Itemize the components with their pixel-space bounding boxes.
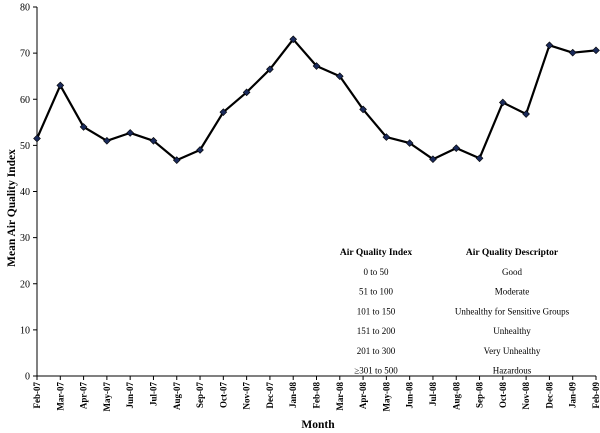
data-point <box>56 81 65 90</box>
x-tick-label: Feb-08 <box>312 382 322 409</box>
x-tick-label: Oct-07 <box>218 382 228 408</box>
x-tick-label: Aug-08 <box>451 382 461 411</box>
data-point <box>359 105 367 114</box>
table-cell-descriptor: Unhealthy for Sensitive Groups <box>455 306 570 316</box>
x-tick-label: Jun-07 <box>125 382 135 409</box>
x-tick-label: Dec-08 <box>544 382 554 409</box>
data-point <box>335 72 344 81</box>
x-tick-label: Nov-08 <box>521 382 531 410</box>
data-point <box>429 155 437 164</box>
table-cell-descriptor: Moderate <box>495 287 529 297</box>
data-point <box>545 41 554 50</box>
x-tick-label: Mar-07 <box>55 382 65 411</box>
x-tick-label: Apr-08 <box>358 382 368 410</box>
table-cell-index: 0 to 50 <box>363 267 389 277</box>
data-point <box>475 154 484 163</box>
table-cell-descriptor: Very Unhealthy <box>484 346 541 356</box>
data-point <box>172 156 181 164</box>
table-cell-index: 51 to 100 <box>359 287 394 297</box>
x-tick-label: Feb-07 <box>32 382 42 409</box>
y-tick-label: 20 <box>20 279 30 290</box>
table-header-descriptor: Air Quality Descriptor <box>466 248 559 258</box>
x-tick-label: Jul-07 <box>148 382 158 407</box>
data-point <box>312 62 321 70</box>
x-axis-ticks: Feb-07 Mar-07 Apr-07 May-07 Jun-07 Jul-07 Aug-… <box>32 376 600 412</box>
x-tick-label: May-08 <box>381 382 391 412</box>
y-axis-ticks: 0 10 20 30 40 50 60 70 80 <box>20 3 37 383</box>
table-cell-index: 151 to 200 <box>357 326 396 336</box>
y-tick-label: 60 <box>20 95 30 106</box>
table-cell-descriptor: Hazardous <box>493 366 532 376</box>
x-tick-label: Sep-07 <box>195 382 205 409</box>
y-tick-label: 30 <box>20 233 30 244</box>
x-tick-label: May-07 <box>102 382 112 412</box>
table-cell-descriptor: Good <box>502 267 522 277</box>
y-tick-label: 10 <box>20 325 30 336</box>
data-point <box>289 35 298 44</box>
table-cell-index: ≥301 to 500 <box>354 366 398 376</box>
x-tick-label: Aug-07 <box>172 382 182 411</box>
x-tick-label: Jan-09 <box>568 382 578 409</box>
x-tick-label: Jun-08 <box>405 382 415 409</box>
y-tick-label: 70 <box>20 49 30 60</box>
y-tick-label: 0 <box>25 372 30 383</box>
data-point <box>266 65 274 74</box>
x-tick-label: Oct-08 <box>498 382 508 408</box>
data-point <box>242 88 251 97</box>
aqi-table: Air Quality Index Air Quality Descriptor 0… <box>340 248 570 376</box>
data-point <box>405 139 414 147</box>
table-cell-index: 101 to 150 <box>357 306 396 316</box>
x-tick-label: Mar-08 <box>335 382 345 411</box>
data-point <box>568 48 577 57</box>
data-point <box>196 146 204 154</box>
markers <box>33 35 600 164</box>
table-cell-index: 201 to 300 <box>357 346 396 356</box>
x-tick-label: Jul-08 <box>428 382 438 407</box>
x-tick-label: Sep-08 <box>475 382 485 409</box>
y-tick-label: 80 <box>20 3 30 14</box>
data-point <box>149 136 158 145</box>
data-point <box>522 110 530 118</box>
x-tick-label: Dec-07 <box>265 382 275 409</box>
data-point <box>382 133 391 141</box>
data-point <box>33 134 41 143</box>
x-tick-label: Apr-07 <box>79 382 89 410</box>
data-point <box>592 46 600 55</box>
y-axis-title: Mean Air Quality Index <box>6 149 18 267</box>
table-header-index: Air Quality Index <box>340 248 412 258</box>
series-line <box>35 38 597 162</box>
data-point <box>452 144 461 152</box>
data-point <box>103 136 111 145</box>
y-tick-label: 40 <box>20 187 30 198</box>
x-tick-label: Nov-07 <box>242 382 252 410</box>
data-point <box>499 98 507 107</box>
series <box>35 38 597 162</box>
data-point <box>126 129 134 137</box>
x-tick-label: Feb-09 <box>591 382 600 409</box>
data-point <box>219 108 228 116</box>
data-point <box>79 123 88 131</box>
x-axis-title: Month <box>301 419 335 431</box>
x-tick-label: Jan-08 <box>288 382 298 409</box>
table-cell-descriptor: Unhealthy <box>493 326 531 336</box>
y-tick-label: 50 <box>20 141 30 152</box>
